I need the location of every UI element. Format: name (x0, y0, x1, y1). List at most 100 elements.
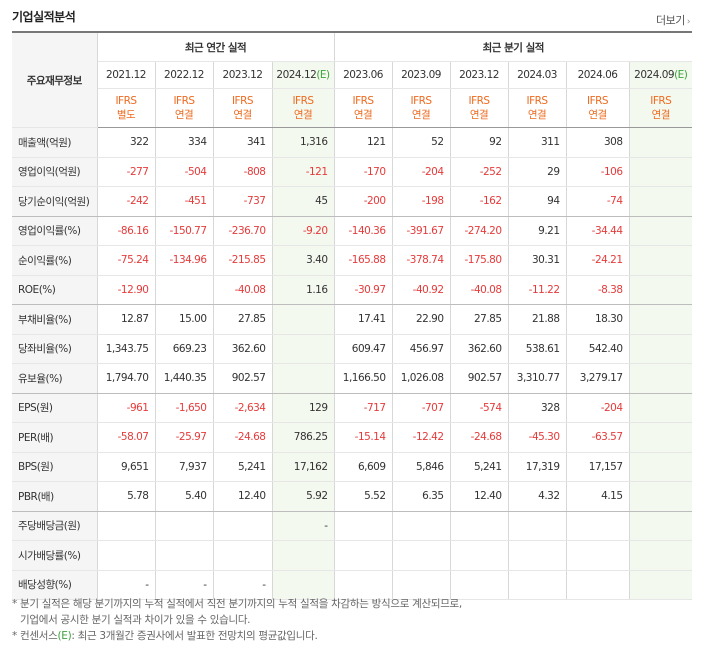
note-suffix: : 최근 3개월간 증권사에서 발표한 전망치의 평균값입니다. (71, 630, 318, 642)
cell-value: 22.90 (392, 304, 451, 335)
cell-value: 362.60 (450, 334, 509, 364)
cell-value (629, 127, 693, 158)
cell-value: 542.40 (566, 334, 630, 364)
cell-value: 538.61 (508, 334, 567, 364)
period-header: 2024.09(E) (629, 61, 693, 89)
cell-value (272, 334, 335, 364)
row-label: 부채비율(%) (12, 304, 98, 335)
cell-value: -24.68 (450, 422, 509, 453)
cell-value: 27.85 (450, 304, 509, 335)
accounting-standard: IFRS 연결 (629, 88, 693, 128)
cell-value: -121 (272, 157, 335, 187)
accounting-standard: IFRS 연결 (272, 88, 335, 128)
cell-value: -242 (97, 186, 156, 217)
cell-value: 456.97 (392, 334, 451, 364)
cell-value: 5.40 (155, 481, 214, 512)
table-row: EPS(원) -961 -1,650 -2,634 129 -717 -707 -574 328… (12, 393, 693, 423)
cell-value: 3,310.77 (508, 363, 567, 394)
row-header: 주요재무정보 (12, 32, 98, 128)
cell-value: 17,162 (272, 452, 335, 482)
standard-name: IFRS (231, 95, 254, 107)
table-row: 순이익률(%) -75.24 -134.96 -215.85 3.40 -165.88 -3… (12, 245, 693, 276)
standard-name: IFRS (115, 95, 137, 107)
cell-value: -106 (566, 157, 630, 187)
cell-value (629, 393, 693, 423)
cell-value (508, 570, 567, 600)
cell-value: -9.20 (272, 216, 335, 246)
cell-value: -274.20 (450, 216, 509, 246)
cell-value: 30.31 (508, 245, 567, 276)
row-label: PER(배) (12, 422, 98, 453)
cell-value: -11.22 (508, 275, 567, 305)
standard-name: IFRS (292, 95, 314, 107)
chevron-right-icon: › (686, 17, 691, 27)
more-link[interactable]: 더보기 › (656, 12, 691, 28)
period-label: 2024.03 (517, 69, 557, 81)
cell-value: 12.40 (213, 481, 273, 512)
cell-value (629, 511, 693, 541)
cell-value (629, 304, 693, 335)
cell-value: 1,440.35 (155, 363, 214, 394)
cell-value: -86.16 (97, 216, 156, 246)
cell-value: 1.16 (272, 275, 335, 305)
table-row: 유보율(%) 1,794.70 1,440.35 902.57 1,166.50 1,02… (12, 363, 693, 394)
period-header: 2024.12(E) (272, 61, 335, 89)
cell-value: 308 (566, 127, 630, 158)
cell-value (334, 511, 393, 541)
consolidation-type: 별도 (116, 109, 136, 121)
cell-value (155, 540, 214, 571)
cell-value (629, 422, 693, 453)
cell-value (450, 570, 509, 600)
cell-value (97, 540, 156, 571)
standard-name: IFRS (468, 95, 490, 107)
table-row: 당기순이익(억원) -242 -451 -737 45 -200 -198 -162 94 -74 (12, 186, 693, 217)
cell-value: -134.96 (155, 245, 214, 276)
cell-value: 5,846 (392, 452, 451, 482)
accounting-standard: IFRS 연결 (392, 88, 451, 128)
row-label: EPS(원) (12, 393, 98, 423)
cell-value (629, 452, 693, 482)
cell-value: -140.36 (334, 216, 393, 246)
cell-value: -808 (213, 157, 273, 187)
accounting-standard: IFRS 연결 (566, 88, 630, 128)
cell-value (629, 363, 693, 394)
cell-value: 5.52 (334, 481, 393, 512)
consolidation-type: 연결 (411, 109, 431, 121)
cell-value: -961 (97, 393, 156, 423)
cell-value: -12.42 (392, 422, 451, 453)
estimate-mark: (E) (57, 630, 72, 642)
cell-value: 322 (97, 127, 156, 158)
consolidation-type: 연결 (588, 109, 607, 121)
cell-value: -378.74 (392, 245, 451, 276)
table-row: 부채비율(%) 12.87 15.00 27.85 17.41 22.90 27.85 21.… (12, 304, 693, 335)
cell-value: -504 (155, 157, 214, 187)
cell-value: 27.85 (213, 304, 273, 335)
cell-value: 1,166.50 (334, 363, 393, 394)
table-row: 당좌비율(%) 1,343.75 669.23 362.60 609.47 456.97 3… (12, 334, 693, 364)
cell-value: 12.40 (450, 481, 509, 512)
cell-value: -717 (334, 393, 393, 423)
cell-value: -162 (450, 186, 509, 217)
cell-value: -2,634 (213, 393, 273, 423)
estimate-mark: (E) (674, 69, 688, 81)
cell-value (155, 275, 214, 305)
cell-value: 902.57 (213, 363, 273, 394)
accounting-standard: IFRS 별도 (97, 88, 156, 128)
table-row: 시가배당률(%) (12, 540, 693, 571)
cell-value: 129 (272, 393, 335, 423)
cell-value: 328 (508, 393, 567, 423)
cell-value: -34.44 (566, 216, 630, 246)
row-label: 당좌비율(%) (12, 334, 98, 364)
cell-value: -1,650 (155, 393, 214, 423)
cell-value (566, 540, 630, 571)
cell-value: 1,794.70 (97, 363, 156, 394)
cell-value: 5.92 (272, 481, 335, 512)
cell-value (334, 540, 393, 571)
cell-value: -707 (392, 393, 451, 423)
accounting-standard: IFRS 연결 (450, 88, 509, 128)
period-label: 2022.12 (164, 69, 204, 81)
cell-value: -277 (97, 157, 156, 187)
row-label: PBR(배) (12, 481, 98, 512)
cell-value: 4.15 (566, 481, 630, 512)
period-header: 2023.12 (450, 61, 509, 89)
